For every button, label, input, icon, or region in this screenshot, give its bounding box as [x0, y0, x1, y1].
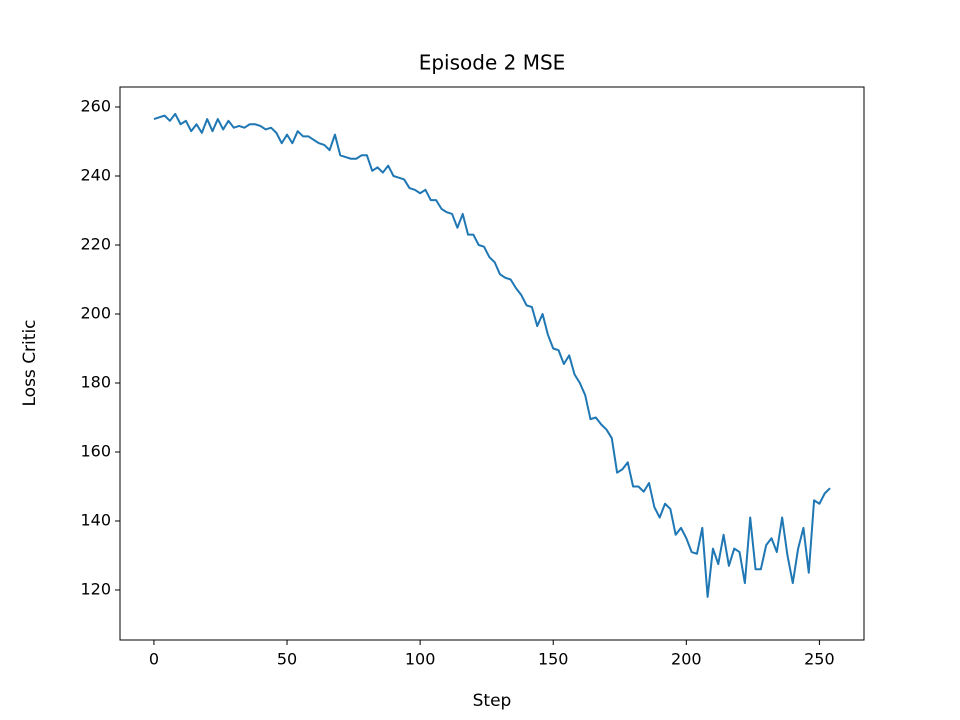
plot-frame — [119, 86, 865, 641]
x-tick-label: 150 — [538, 650, 569, 669]
y-tick-label: 180 — [80, 372, 111, 391]
y-tick-label: 120 — [80, 579, 111, 598]
y-tick-label: 200 — [80, 303, 111, 322]
y-tick-label: 240 — [80, 166, 111, 185]
x-tick-label: 200 — [671, 650, 702, 669]
data-line — [153, 112, 831, 598]
x-axis-label: Step — [473, 691, 512, 711]
x-tick-label: 50 — [277, 650, 297, 669]
x-tick-label: 100 — [405, 650, 436, 669]
x-tick-label: 250 — [804, 650, 835, 669]
x-tick-label: 0 — [149, 650, 159, 669]
y-axis-label: Loss Critic — [20, 319, 40, 406]
chart-title: Episode 2 MSE — [419, 51, 566, 75]
y-tick-label: 260 — [80, 97, 111, 116]
y-tick-label: 220 — [80, 235, 111, 254]
y-tick-label: 160 — [80, 441, 111, 460]
y-tick-label: 140 — [80, 510, 111, 529]
